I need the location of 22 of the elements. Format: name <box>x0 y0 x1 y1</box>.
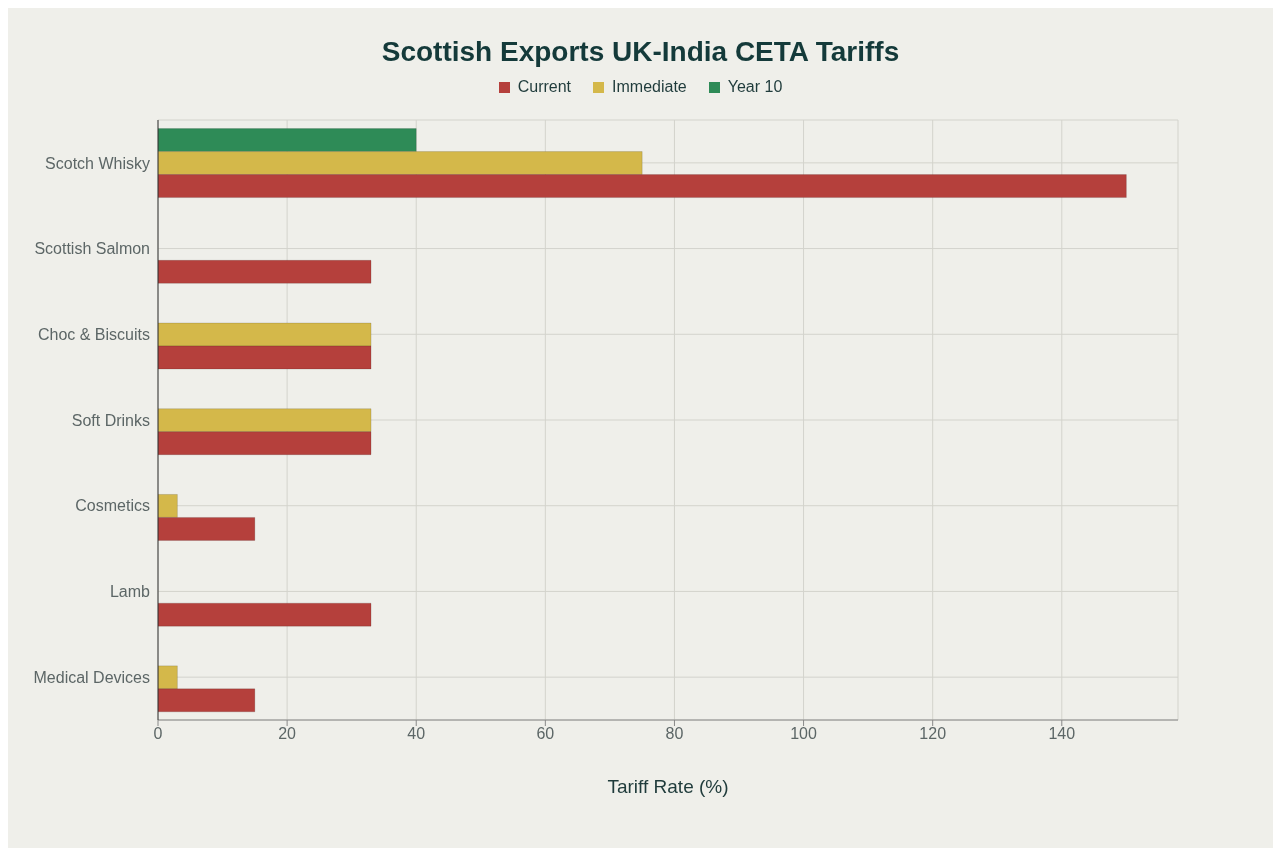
legend-label: Immediate <box>612 78 687 96</box>
bar <box>158 602 372 627</box>
chart-title: Scottish Exports UK-India CETA Tariffs <box>380 36 901 68</box>
bar <box>158 259 372 284</box>
x-tick-label: 0 <box>153 725 163 743</box>
y-tick-label: Scottish Salmon <box>34 240 150 258</box>
x-tick-label: 60 <box>536 725 555 743</box>
y-tick-label: Lamb <box>109 583 151 601</box>
y-tick-label: Choc & Biscuits <box>37 325 150 343</box>
x-tick-label: 100 <box>790 725 818 743</box>
y-tick-label: Medical Devices <box>33 668 150 686</box>
legend-label: Year 10 <box>727 78 783 96</box>
y-tick-label: Scotch Whisky <box>45 154 150 172</box>
y-tick-label: Soft Drinks <box>71 411 150 429</box>
x-tick-label: 40 <box>407 725 426 743</box>
x-axis-title: Tariff Rate (%) <box>607 776 729 798</box>
x-tick-label: 20 <box>278 725 297 743</box>
x-tick-label: 120 <box>919 725 947 743</box>
x-tick-label: 140 <box>1048 725 1076 743</box>
y-tick-label: Cosmetics <box>75 497 150 515</box>
legend-label: Current <box>517 78 572 96</box>
x-tick-label: 80 <box>665 725 684 743</box>
